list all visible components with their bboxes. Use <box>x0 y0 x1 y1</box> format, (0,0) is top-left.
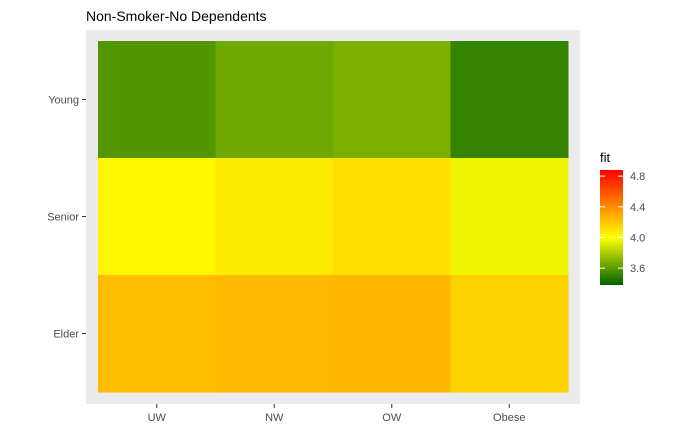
x-tick-label: Obese <box>493 412 525 424</box>
legend-ticks: 3.6 4.0 4.4 4.8 <box>600 171 645 275</box>
x-tick-label: NW <box>265 412 284 424</box>
heatmap-cell-elder-nw <box>215 275 334 393</box>
heatmap-cell-young-obese <box>450 41 569 159</box>
heatmap-cell-senior-obese <box>450 158 569 276</box>
heatmap-cell-senior-uw <box>98 158 216 276</box>
legend-tick-label: 4.8 <box>630 171 645 183</box>
heatmap-cell-young-nw <box>215 41 334 159</box>
heatmap-cell-elder-ow <box>333 275 451 393</box>
heatmap-cell-young-uw <box>98 41 216 159</box>
heatmap-cell-senior-ow <box>333 158 451 276</box>
legend-tick-label: 4.4 <box>630 202 645 214</box>
y-axis: Young Senior Elder <box>47 95 86 341</box>
legend: fit 3.6 4.0 4.4 4.8 <box>600 150 645 285</box>
heatmap-cell-young-ow <box>333 41 451 159</box>
heatmap-cell-senior-nw <box>215 158 334 276</box>
heatmap-cell-elder-obese <box>450 275 569 393</box>
heatmap-cells <box>98 41 569 393</box>
legend-title: fit <box>600 150 611 165</box>
x-axis: UW NW OW Obese <box>148 404 525 424</box>
x-tick-label: OW <box>382 412 402 424</box>
x-tick-label: UW <box>148 412 167 424</box>
legend-tick-label: 4.0 <box>630 232 645 244</box>
legend-tick-label: 3.6 <box>630 263 645 275</box>
chart-title: Non-Smoker-No Dependents <box>86 8 267 24</box>
y-tick-label: Young <box>48 95 79 107</box>
legend-colorbar <box>600 170 623 285</box>
y-tick-label: Senior <box>47 212 79 224</box>
y-tick-label: Elder <box>53 329 79 341</box>
heatmap-cell-elder-uw <box>98 275 216 393</box>
